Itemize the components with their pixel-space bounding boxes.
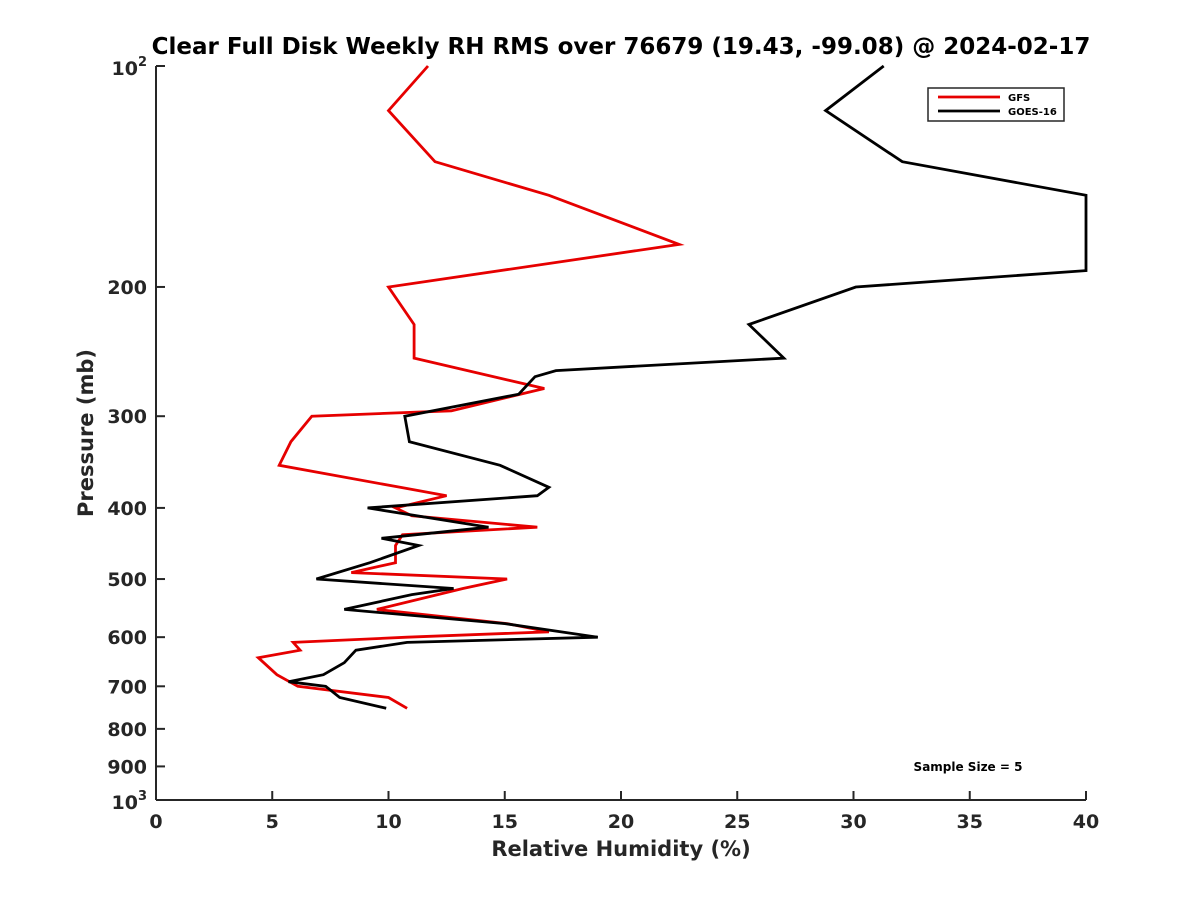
legend-label: GOES-16: [1008, 107, 1057, 118]
y-tick-label: 103: [112, 789, 148, 814]
x-tick-label: 0: [149, 811, 162, 833]
y-tick-label: 900: [107, 756, 147, 778]
sample-size-annotation: Sample Size = 5: [914, 760, 1023, 774]
legend: GFS GOES-16: [927, 87, 1065, 122]
chart-title: Clear Full Disk Weekly RH RMS over 76679…: [152, 34, 1091, 60]
x-axis-label: Relative Humidity (%): [491, 837, 750, 861]
series-lines: [255, 64, 1088, 710]
y-tick-label: 300: [107, 406, 147, 428]
x-tick-label: 35: [957, 811, 983, 833]
x-tick-label: 10: [375, 811, 401, 833]
x-tick-label: 40: [1073, 811, 1099, 833]
series-line-gfs: [255, 65, 685, 710]
y-tick-label: 102: [112, 55, 148, 80]
legend-box: [927, 87, 1065, 122]
legend-label: GFS: [1008, 93, 1030, 104]
series-line-goes-16: [288, 64, 1088, 710]
y-tick-label: 500: [107, 569, 147, 591]
y-tick-label: 800: [107, 719, 147, 741]
x-tick-label: 25: [724, 811, 750, 833]
y-axis-label: Pressure (mb): [74, 349, 98, 517]
y-tick-label: 400: [107, 498, 147, 520]
x-tick-label: 15: [492, 811, 518, 833]
axes: 0 5 10 15 20 25 30 35 40 102 200 300 400 500 600 700 800…: [107, 55, 1099, 833]
y-tick-label: 200: [107, 277, 147, 299]
x-tick-label: 30: [840, 811, 866, 833]
y-tick-label: 700: [107, 676, 147, 698]
y-tick-label: 600: [107, 627, 147, 649]
x-tick-label: 5: [266, 811, 279, 833]
x-tick-label: 20: [608, 811, 634, 833]
